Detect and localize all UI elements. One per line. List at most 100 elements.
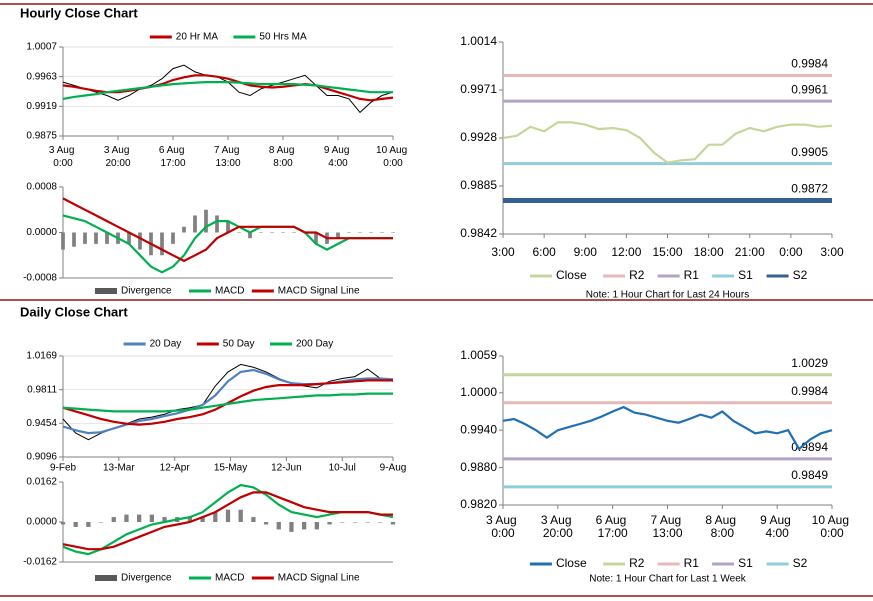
legend-swatch bbox=[95, 575, 117, 581]
x-tick-label: 15:00 bbox=[652, 245, 682, 259]
x-tick-line: 10 Aug bbox=[812, 513, 853, 527]
y-tick-label: 1.0000 bbox=[460, 385, 497, 399]
level-label: 0.9961 bbox=[791, 82, 828, 96]
legend-label: R1 bbox=[684, 556, 700, 570]
divergence-bar bbox=[215, 215, 219, 233]
section-heading: Hourly Close Chart bbox=[20, 5, 138, 20]
level-label: 0.9905 bbox=[791, 145, 828, 159]
legend-label: S1 bbox=[738, 268, 753, 282]
y-tick-label: 0.9820 bbox=[460, 497, 497, 511]
x-tick-label: 6 Aug 17:00 bbox=[596, 513, 630, 540]
legend-label: 50 Day bbox=[223, 339, 255, 350]
x-tick-line: 6 Aug bbox=[596, 513, 630, 527]
level-label: 0.9984 bbox=[791, 57, 828, 71]
x-tick-label: 12-Jun bbox=[271, 463, 302, 474]
x-tick-label: 3 Aug 20:00 bbox=[104, 145, 132, 169]
y-tick-label: 0.0162 bbox=[26, 477, 57, 488]
x-tick-line: 13:00 bbox=[215, 158, 240, 169]
x-tick-label: 10 Aug 0:00 bbox=[376, 145, 410, 169]
divergence-bar bbox=[358, 232, 362, 233]
x-tick-label: 10 Aug 0:00 bbox=[812, 513, 853, 540]
x-tick-label: 8 Aug 8:00 bbox=[269, 145, 297, 169]
x-tick-label: 9-Feb bbox=[50, 463, 77, 474]
x-tick-label: 9 Aug 4:00 bbox=[760, 513, 794, 540]
legend-label: MACD bbox=[215, 286, 244, 297]
divergence-bar bbox=[380, 232, 384, 233]
divergence-bar bbox=[390, 522, 396, 525]
y-tick-label: 0.9880 bbox=[460, 460, 497, 474]
x-tick-line: 6 Aug bbox=[159, 145, 187, 156]
divergence-bar bbox=[171, 232, 175, 244]
legend-label: R1 bbox=[684, 268, 700, 282]
y-tick-label: -0.0008 bbox=[23, 273, 57, 284]
y-tick-label: 0.9842 bbox=[460, 226, 497, 240]
x-tick-line: 4:00 bbox=[328, 158, 348, 169]
divergence-bar bbox=[111, 517, 116, 522]
x-tick-line: 13:00 bbox=[652, 526, 682, 540]
divergence-bar bbox=[238, 509, 243, 522]
y-tick-label: 0.0000 bbox=[26, 517, 57, 528]
x-tick-line: 20:00 bbox=[543, 526, 573, 540]
x-tick-line: 0:00 bbox=[820, 526, 844, 540]
x-tick-line: 10 Aug bbox=[376, 145, 410, 156]
y-tick-label: 0.9885 bbox=[460, 178, 497, 192]
y-tick-label: 0.9096 bbox=[26, 452, 57, 463]
series-line bbox=[62, 74, 394, 102]
divergence-bar bbox=[204, 209, 208, 233]
divergence-bar bbox=[124, 514, 129, 522]
divergence-bar bbox=[182, 226, 186, 233]
x-tick-line: 7 Aug bbox=[650, 513, 684, 527]
y-tick-label: 1.0169 bbox=[26, 351, 57, 362]
level-label: 0.9849 bbox=[791, 468, 828, 482]
divergence-bar bbox=[327, 522, 332, 525]
divergence-bar bbox=[72, 232, 76, 247]
x-tick-line: 17:00 bbox=[160, 158, 185, 169]
series-line bbox=[62, 392, 393, 413]
divergence-bar bbox=[94, 232, 98, 244]
level-label: 0.9872 bbox=[791, 182, 828, 196]
y-tick-label: 1.0007 bbox=[26, 42, 57, 53]
x-tick-line: 4:00 bbox=[765, 526, 789, 540]
divergence-bar bbox=[149, 514, 154, 522]
series-line bbox=[62, 491, 393, 551]
x-tick-label: 3:00 bbox=[491, 245, 515, 259]
series-line bbox=[62, 214, 393, 274]
x-tick-label: 7 Aug 13:00 bbox=[214, 145, 242, 169]
level-label: 1.0029 bbox=[791, 356, 828, 370]
x-tick-label: 12:00 bbox=[611, 245, 641, 259]
series-line bbox=[502, 405, 833, 451]
x-tick-label: 6:00 bbox=[532, 245, 556, 259]
y-tick-label: 0.9971 bbox=[460, 82, 497, 96]
divergence-bar bbox=[137, 514, 142, 522]
x-tick-label: 9:00 bbox=[574, 245, 598, 259]
divergence-bar bbox=[61, 232, 65, 250]
y-tick-label: 0.0000 bbox=[26, 227, 57, 238]
divergence-bar bbox=[263, 522, 269, 525]
x-tick-line: 8 Aug bbox=[705, 513, 739, 527]
x-tick-label: 3 Aug 0:00 bbox=[49, 145, 77, 169]
series-line bbox=[62, 379, 393, 426]
legend-label: R2 bbox=[629, 268, 645, 282]
divergence-bar bbox=[86, 522, 91, 527]
legend-label: 20 Hr MA bbox=[176, 32, 219, 43]
x-tick-label: 3 Aug 0:00 bbox=[486, 513, 520, 540]
y-tick-label: 0.9811 bbox=[27, 384, 57, 395]
divergence-bar bbox=[187, 517, 193, 522]
legend-label: 20 Day bbox=[150, 339, 182, 350]
legend-label: Close bbox=[556, 268, 587, 282]
divergence-bar bbox=[162, 517, 167, 522]
legend-label: S1 bbox=[738, 556, 753, 570]
legend-label: Divergence bbox=[121, 573, 172, 584]
divergence-bar bbox=[352, 522, 358, 523]
legend-label: MACD Signal Line bbox=[278, 573, 360, 584]
series-line bbox=[502, 121, 833, 164]
x-tick-label: 7 Aug 13:00 bbox=[650, 513, 684, 540]
section-heading: Daily Close Chart bbox=[20, 304, 128, 319]
divergence-bar bbox=[138, 232, 142, 250]
divergence-bar bbox=[369, 232, 373, 233]
chart-note: Note: 1 Hour Chart for Last 24 Hours bbox=[586, 290, 749, 301]
y-tick-label: 0.9454 bbox=[26, 418, 57, 429]
divergence-bar bbox=[289, 522, 294, 532]
x-tick-label: 12-Apr bbox=[160, 463, 191, 474]
